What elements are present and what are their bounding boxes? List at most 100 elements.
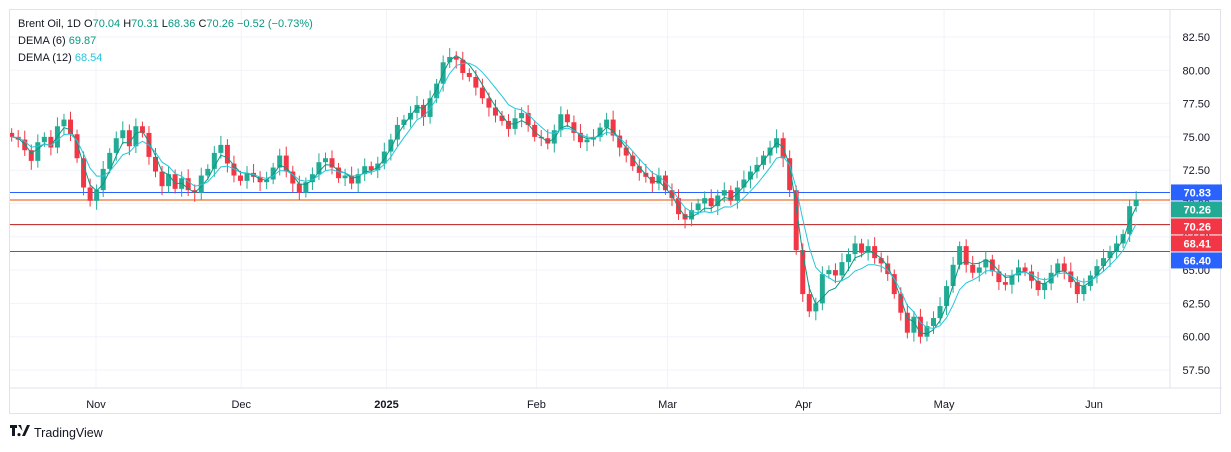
candle-body (695, 203, 701, 211)
candle-body (388, 139, 394, 152)
candle-body (172, 174, 178, 189)
candle-body (35, 142, 41, 161)
low-label: L (161, 18, 168, 30)
candle-body (368, 166, 374, 171)
candle-body (800, 250, 806, 295)
candle-body (604, 119, 610, 128)
candle-body (793, 190, 799, 251)
candle-body (839, 262, 845, 276)
candle-body (139, 126, 145, 133)
candle-body (970, 264, 976, 273)
price-badge (1171, 235, 1222, 252)
candle-body (597, 127, 603, 137)
close-label: C (198, 18, 207, 30)
candle-body (94, 190, 100, 201)
y-tick-label: 75.00 (1182, 132, 1210, 144)
horizontal-lines (10, 191, 1170, 252)
tradingview-logo[interactable]: TradingView (10, 425, 103, 440)
candle-body (865, 246, 871, 253)
candle-body (728, 190, 734, 201)
candle-body (898, 294, 904, 313)
candle-body (303, 182, 309, 193)
dema6-row: DEMA (6) 69.87 (18, 33, 313, 50)
candle-body (558, 114, 564, 131)
candle-body (185, 178, 191, 191)
candle-body (48, 136, 54, 148)
candle-body (669, 190, 675, 199)
candle-body (466, 72, 472, 77)
x-tick-label: Nov (86, 399, 106, 411)
candle-body (205, 168, 211, 176)
dema6-line (11, 54, 1137, 335)
candle-body (218, 144, 224, 153)
grid (10, 10, 1222, 389)
candle-body (492, 107, 498, 116)
candle-body (1074, 282, 1080, 295)
tradingview-logo-text: TradingView (34, 425, 103, 440)
candle-body (891, 274, 897, 295)
candle-body (846, 254, 852, 263)
candle-body (715, 195, 721, 207)
candle-body (237, 175, 243, 181)
dema6-label: DEMA (6) (18, 35, 66, 47)
candle-body (859, 243, 865, 253)
chart-frame[interactable]: 82.5080.0077.5075.0072.5070.0067.5065.00… (9, 9, 1222, 415)
y-tick-label: 72.50 (1182, 165, 1210, 177)
candle-body (532, 124, 538, 137)
candle-body (917, 316, 923, 337)
y-tick-label: 60.00 (1182, 332, 1210, 344)
candle-body (499, 115, 505, 121)
x-tick-label: May (934, 399, 955, 411)
candle-body (113, 138, 119, 153)
y-tick-label: 77.50 (1182, 99, 1210, 111)
candle-body (747, 171, 753, 180)
candle-body (316, 162, 322, 175)
candle-body (1009, 275, 1015, 285)
time-axis[interactable]: Nov Dec 2025 Feb Mar Apr May Jun (86, 399, 1103, 411)
candle-body (10, 132, 15, 137)
candle-body (166, 174, 172, 187)
y-tick-label: 57.50 (1182, 365, 1210, 377)
candle-body (577, 132, 583, 143)
candle-body (41, 136, 47, 143)
dema-lines (11, 54, 1137, 335)
candle-body (689, 210, 695, 220)
candle-body (963, 246, 969, 265)
candle-body (1035, 280, 1041, 291)
candle-body (983, 259, 989, 268)
candle-body (806, 294, 812, 312)
price-badge-label: 68.41 (1183, 238, 1211, 250)
candle-body (421, 104, 427, 117)
candle-body (1061, 263, 1067, 272)
candle-body (617, 135, 623, 148)
dema12-line (11, 62, 1137, 330)
candle-body (224, 144, 230, 164)
candle-body (329, 158, 335, 168)
candle-body (551, 130, 557, 144)
candle-body (87, 187, 93, 201)
low-value: 68.36 (167, 18, 196, 30)
price-badge (1171, 252, 1222, 269)
price-badge-label: 70.26 (1183, 221, 1211, 233)
high-value: 70.31 (131, 18, 159, 30)
candle-body (362, 166, 368, 175)
candle-body (290, 171, 296, 184)
candle-body (1068, 271, 1074, 283)
y-tick-label: 82.50 (1182, 32, 1210, 44)
candle-body (264, 179, 270, 183)
price-chart[interactable]: 82.5080.0077.5075.0072.5070.0067.5065.00… (10, 10, 1222, 415)
open-value: 70.04 (92, 18, 121, 30)
close-value: 70.26 (206, 18, 234, 30)
candle-body (721, 190, 727, 196)
candle-body (519, 112, 525, 119)
candle-body (309, 174, 315, 183)
candle-body (152, 156, 158, 172)
price-badge-label: 66.40 (1183, 255, 1211, 267)
price-badge (1171, 184, 1222, 201)
candle-body (676, 198, 682, 215)
candle-body (1133, 200, 1139, 207)
candle-body (1107, 251, 1113, 259)
candle-body (1022, 267, 1028, 272)
candle-body (610, 119, 616, 136)
x-tick-label: Jun (1085, 399, 1103, 411)
